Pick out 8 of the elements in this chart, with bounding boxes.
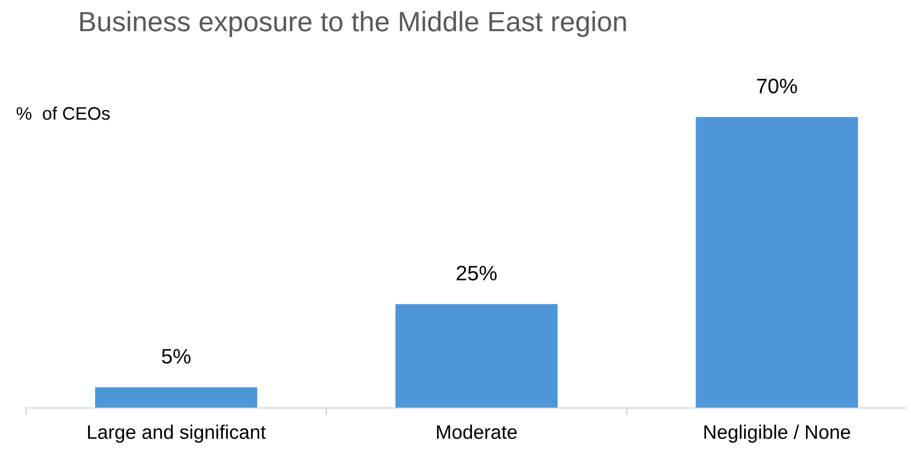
y-axis-title: % of CEOs xyxy=(16,106,110,120)
data-label: 5% xyxy=(162,348,190,364)
chart-title: Business exposure to the Middle East region xyxy=(80,11,626,37)
x-tick-label: Negligible / None xyxy=(704,424,850,443)
x-tick-label: Large and significant xyxy=(88,424,266,443)
data-label: 25% xyxy=(456,266,497,281)
x-tick-label: Moderate xyxy=(437,424,517,439)
data-label: 70% xyxy=(757,78,797,94)
